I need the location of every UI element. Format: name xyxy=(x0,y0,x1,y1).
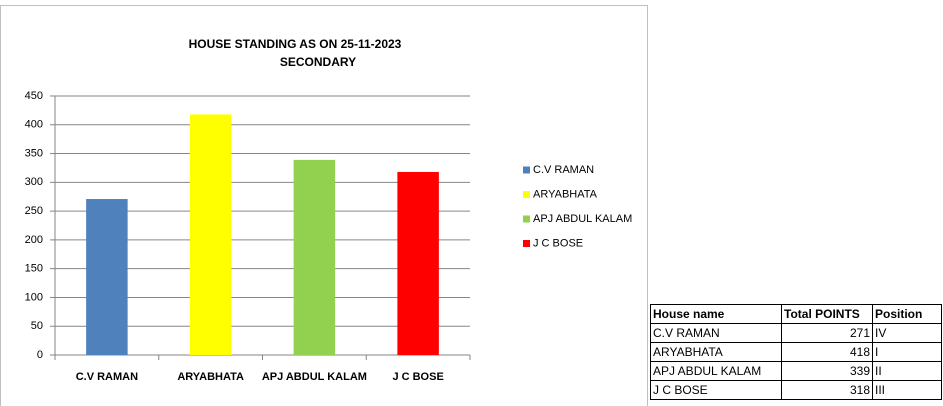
table-cell: APJ ABDUL KALAM xyxy=(650,361,782,381)
legend-label: APJ ABDUL KALAM xyxy=(533,213,632,225)
table-row: C.V RAMAN 271 IV xyxy=(650,323,942,343)
chart: HOUSE STANDING AS ON 25-11-2023 SECONDAR… xyxy=(0,5,648,406)
table-cell: III xyxy=(872,380,942,400)
table-cell: 339 xyxy=(781,361,873,381)
legend-label: ARYABHATA xyxy=(533,188,598,200)
table-cell: 271 xyxy=(781,323,873,343)
table-header: House name Total POINTS Position xyxy=(650,304,942,324)
bar xyxy=(189,114,232,355)
legend-swatch xyxy=(523,215,530,223)
table-cell: II xyxy=(872,361,942,381)
table-row: APJ ABDUL KALAM 339 II xyxy=(650,361,942,381)
table-cell: I xyxy=(872,342,942,362)
x-tick-label: C.V RAMAN xyxy=(76,371,138,383)
table-row: ARYABHATA 418 I xyxy=(650,342,942,362)
legend-swatch xyxy=(523,240,530,247)
legend-swatch xyxy=(523,166,530,174)
legend-label: C.V RAMAN xyxy=(533,164,594,176)
chart-subtitle: SECONDARY xyxy=(280,55,356,69)
table-row: J C BOSE 318 III xyxy=(650,380,942,400)
y-tick-label: 200 xyxy=(25,234,43,246)
chart-title: HOUSE STANDING AS ON 25-11-2023 xyxy=(189,37,402,51)
table-cell: J C BOSE xyxy=(650,380,782,400)
legend-swatch xyxy=(523,191,530,198)
x-tick-label: J C BOSE xyxy=(392,371,443,383)
y-tick-label: 50 xyxy=(31,320,43,332)
legend-label: J C BOSE xyxy=(533,237,583,249)
y-tick-label: 100 xyxy=(25,291,43,303)
table-cell: ARYABHATA xyxy=(650,342,782,362)
bar xyxy=(86,199,128,355)
x-tick-label: ARYABHATA xyxy=(177,371,244,383)
header-cell: House name xyxy=(650,304,782,324)
y-tick-label: 0 xyxy=(37,349,43,361)
y-tick-label: 450 xyxy=(25,90,43,102)
table-cell: 418 xyxy=(781,342,873,362)
table-cell: IV xyxy=(872,323,942,343)
bar xyxy=(397,171,439,355)
points-table: House name Total POINTS Position C.V RAM… xyxy=(650,304,942,400)
bar xyxy=(293,159,336,355)
table-cell: C.V RAMAN xyxy=(650,323,782,343)
header-cell: Total POINTS xyxy=(781,304,873,324)
y-tick-label: 300 xyxy=(25,176,43,188)
x-tick-label: APJ ABDUL KALAM xyxy=(262,371,367,383)
y-tick-label: 400 xyxy=(25,119,43,131)
y-tick-label: 150 xyxy=(25,263,43,275)
y-tick-label: 350 xyxy=(25,147,43,159)
header-cell: Position xyxy=(872,304,942,324)
table-cell: 318 xyxy=(781,380,873,400)
y-tick-label: 250 xyxy=(25,205,43,217)
